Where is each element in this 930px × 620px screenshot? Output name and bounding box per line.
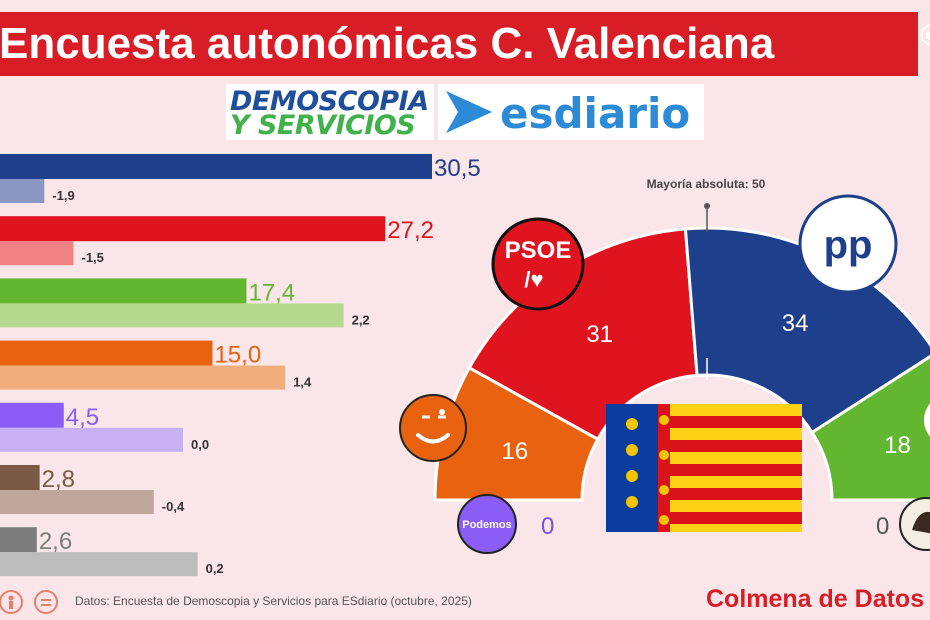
bar-chart: 30,5 -1,9 27,2 -1,5 17,4 2,2 15,0 1,4 4,5 0,0 2,8 -… (0, 154, 481, 577)
equals-icon (33, 589, 59, 615)
page-title: Encuesta autonómicas C. Valenciana (0, 12, 918, 76)
majority-marker-dot (704, 203, 710, 209)
bar-vote-1 (0, 154, 432, 179)
podemos-logo: Podemos (457, 494, 517, 554)
play-icon (446, 91, 492, 133)
bar-value-label-7: 2,6 (39, 528, 72, 555)
valencian-flag-icon (606, 404, 802, 532)
bar-change-7 (0, 552, 198, 577)
hemicycle-chart: Mayoría absoluta: 50 16 31 34 18 PSOE /♥ (399, 177, 930, 554)
bar-value-label-4: 15,0 (214, 342, 261, 369)
bar-change-label-3: 2,2 (352, 312, 370, 327)
bar-change-2 (0, 241, 74, 266)
pp-logo-text: pp (824, 223, 873, 267)
podemos-seat-label: 0 (541, 513, 554, 540)
se-acabo-logo-icon (899, 497, 930, 551)
bar-change-label-6: -0,4 (162, 499, 185, 514)
bar-value-label-3: 17,4 (248, 279, 295, 306)
bar-value-label-5: 4,5 (66, 404, 99, 431)
bar-change-6 (0, 490, 154, 514)
pollster-logo-line1: DEMOSCOPIA (230, 86, 429, 117)
vox-logo-icon (924, 403, 930, 437)
bar-vote-5 (0, 402, 64, 428)
bar-change-1 (0, 179, 45, 203)
seat-label-3: 34 (782, 310, 809, 337)
psoe-logo: PSOE /♥ (491, 217, 585, 311)
psoe-logo-rose: /♥ (524, 267, 543, 292)
source-note: Datos: Encuesta de Demoscopia y Servicio… (75, 594, 472, 608)
bar-vote-4 (0, 340, 213, 366)
bar-change-3 (0, 303, 344, 328)
bar-vote-6 (0, 465, 40, 490)
majority-annotation: Mayoría absoluta: 50 (647, 177, 766, 191)
bar-vote-3 (0, 278, 247, 304)
bar-value-label-1: 30,5 (434, 155, 481, 182)
media-logo: esdiario (438, 84, 704, 140)
podemos-logo-text: Podemos (462, 519, 512, 531)
se-acabo-seat-label: 0 (876, 513, 889, 540)
seat-label-2: 31 (586, 321, 613, 348)
bar-change-label-2: -1,5 (82, 250, 104, 265)
seat-arc-3 (683, 226, 930, 435)
title-text: Encuesta autonómicas C. Valenciana (0, 19, 775, 68)
bar-change-label-1: -1,9 (52, 188, 74, 203)
bar-change-5 (0, 427, 183, 452)
pollster-logo-line2: Y SERVICIOS (230, 110, 416, 141)
pp-logo: pp (798, 194, 898, 294)
media-logo-text: esdiario (500, 89, 691, 138)
person-icon (0, 589, 24, 615)
bar-vote-7 (0, 527, 37, 553)
pollster-logo: DEMOSCOPIA Y SERVICIOS (226, 84, 434, 141)
colmena-hex-icon (918, 22, 930, 52)
bar-value-label-6: 2,8 (42, 466, 75, 493)
bar-value-label-2: 27,2 (387, 217, 434, 244)
psoe-logo-text: PSOE (505, 237, 572, 264)
bar-change-label-7: 0,2 (206, 561, 224, 576)
bar-change-label-5: 0,0 (191, 437, 209, 452)
bar-change-4 (0, 365, 286, 390)
seat-label-1: 16 (502, 438, 529, 465)
bar-vote-2 (0, 216, 386, 242)
seat-label-4: 18 (884, 432, 911, 459)
brand-label: Colmena de Datos (706, 585, 925, 613)
seat-arc-4 (810, 354, 930, 502)
bar-change-label-4: 1,4 (293, 375, 312, 390)
compromis-logo-icon (399, 394, 467, 462)
